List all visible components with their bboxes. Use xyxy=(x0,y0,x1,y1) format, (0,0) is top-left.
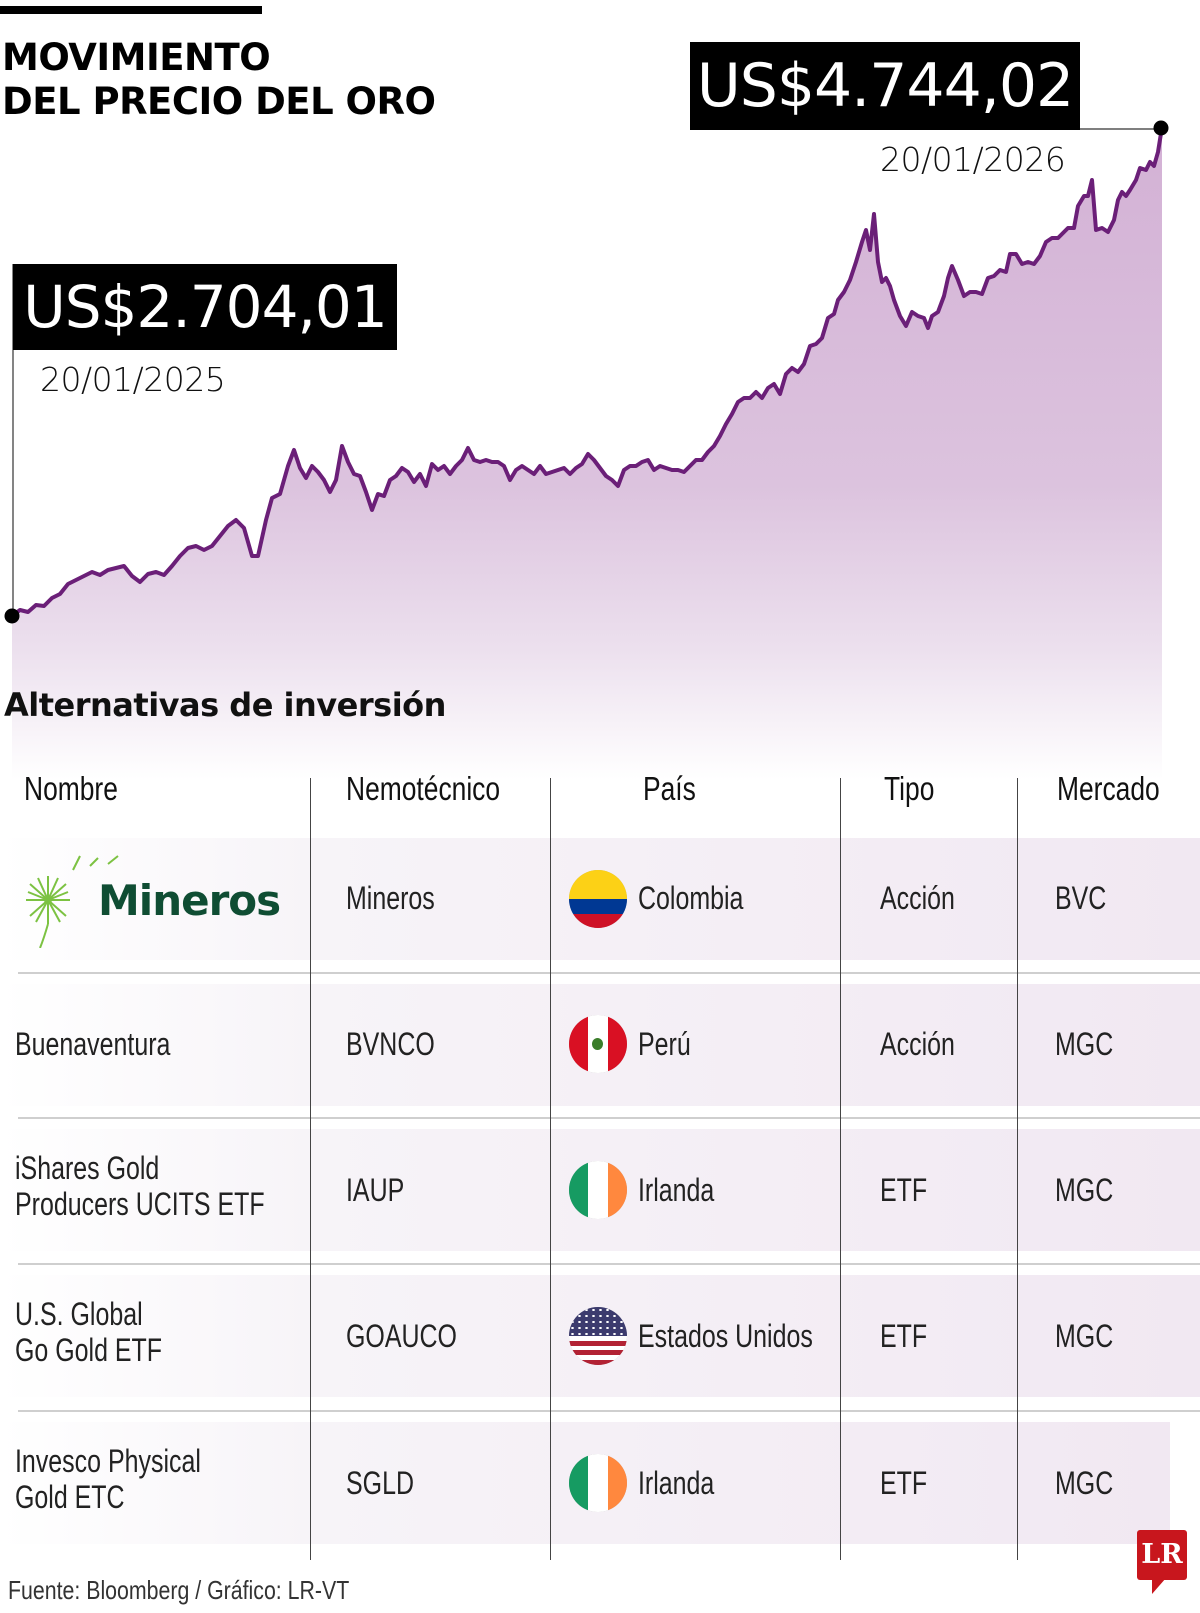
column-header-pais: País xyxy=(643,770,696,807)
cell-country: Colombia xyxy=(638,880,744,916)
row-band xyxy=(310,1275,1200,1397)
cell-market: MGC xyxy=(1055,1465,1114,1501)
cell-country: Irlanda xyxy=(638,1172,715,1208)
end-date-label: 20/01/2026 xyxy=(880,140,1066,179)
cell-name-line1: iShares Gold xyxy=(15,1150,160,1186)
row-band xyxy=(0,1275,310,1397)
cell-name-line2: Gold ETC xyxy=(15,1479,125,1515)
peru-flag-icon xyxy=(569,1015,627,1073)
row-divider xyxy=(18,1410,1200,1412)
cell-ticker: GOAUCO xyxy=(346,1318,457,1354)
cell-market: MGC xyxy=(1055,1318,1114,1354)
header-rule xyxy=(0,6,262,14)
lr-logo: LR xyxy=(1137,1530,1187,1580)
usa-flag-icon xyxy=(569,1307,627,1365)
cell-name-line2: Producers UCITS ETF xyxy=(15,1186,265,1222)
cell-ticker: Mineros xyxy=(346,880,435,916)
mineros-logo-text: Mineros xyxy=(98,876,281,925)
lr-logo-tail xyxy=(1152,1578,1166,1594)
cell-ticker: SGLD xyxy=(346,1465,414,1501)
column-divider xyxy=(1017,778,1018,1560)
row-divider xyxy=(18,972,1200,974)
ireland-flag-icon xyxy=(569,1454,627,1512)
row-band xyxy=(0,984,310,1106)
cell-ticker: BVNCO xyxy=(346,1026,435,1062)
start-point-marker xyxy=(4,608,20,624)
ireland-flag-icon xyxy=(569,1161,627,1219)
cell-market: BVC xyxy=(1055,880,1107,916)
row-band xyxy=(0,1422,310,1544)
column-divider xyxy=(840,778,841,1560)
mineros-logo xyxy=(26,855,119,948)
row-band xyxy=(310,838,1200,960)
cell-country: Estados Unidos xyxy=(638,1318,813,1354)
cell-market: MGC xyxy=(1055,1026,1114,1062)
cell-name-line1: Invesco Physical xyxy=(15,1443,201,1479)
cell-type: Acción xyxy=(880,1026,955,1062)
row-band xyxy=(310,1129,1200,1251)
start-date-label: 20/01/2025 xyxy=(40,360,226,399)
title-line-2: DEL PRECIO DEL ORO xyxy=(2,80,436,123)
cell-country: Perú xyxy=(638,1026,691,1062)
row-band xyxy=(310,1422,1170,1544)
cell-type: ETF xyxy=(880,1172,928,1208)
column-header-mercado: Mercado xyxy=(1057,770,1160,807)
page-title: MOVIMIENTO DEL PRECIO DEL ORO xyxy=(2,36,436,124)
colombia-flag-icon xyxy=(569,870,627,928)
column-divider xyxy=(550,778,551,1560)
title-line-1: MOVIMIENTO xyxy=(2,36,271,79)
column-header-tipo: Tipo xyxy=(884,770,935,807)
cell-type: Acción xyxy=(880,880,955,916)
cell-ticker: IAUP xyxy=(346,1172,405,1208)
row-band xyxy=(310,984,1200,1106)
row-divider xyxy=(18,1263,1200,1265)
column-header-nombre: Nombre xyxy=(24,770,118,807)
row-band xyxy=(0,1129,310,1251)
section-title: Alternativas de inversión xyxy=(4,686,446,724)
cell-name-line2: Go Gold ETF xyxy=(15,1332,163,1368)
column-header-nemotecnico: Nemotécnico xyxy=(346,770,501,807)
cell-type: ETF xyxy=(880,1465,928,1501)
start-price-label: US$2.704,01 xyxy=(13,264,397,350)
cell-name: Buenaventura xyxy=(15,1026,171,1062)
end-price-label: US$4.744,02 xyxy=(690,42,1080,130)
chart-price-line xyxy=(10,126,1164,618)
cell-name-line1: U.S. Global xyxy=(15,1296,143,1332)
row-divider xyxy=(18,1117,1200,1119)
cell-market: MGC xyxy=(1055,1172,1114,1208)
source-credit: Fuente: Bloomberg / Gráfico: LR-VT xyxy=(8,1575,350,1605)
end-point-marker xyxy=(1153,120,1169,136)
cell-type: ETF xyxy=(880,1318,928,1354)
column-divider xyxy=(310,778,311,1560)
cell-country: Irlanda xyxy=(638,1465,715,1501)
chart-area-fill xyxy=(12,127,1162,780)
